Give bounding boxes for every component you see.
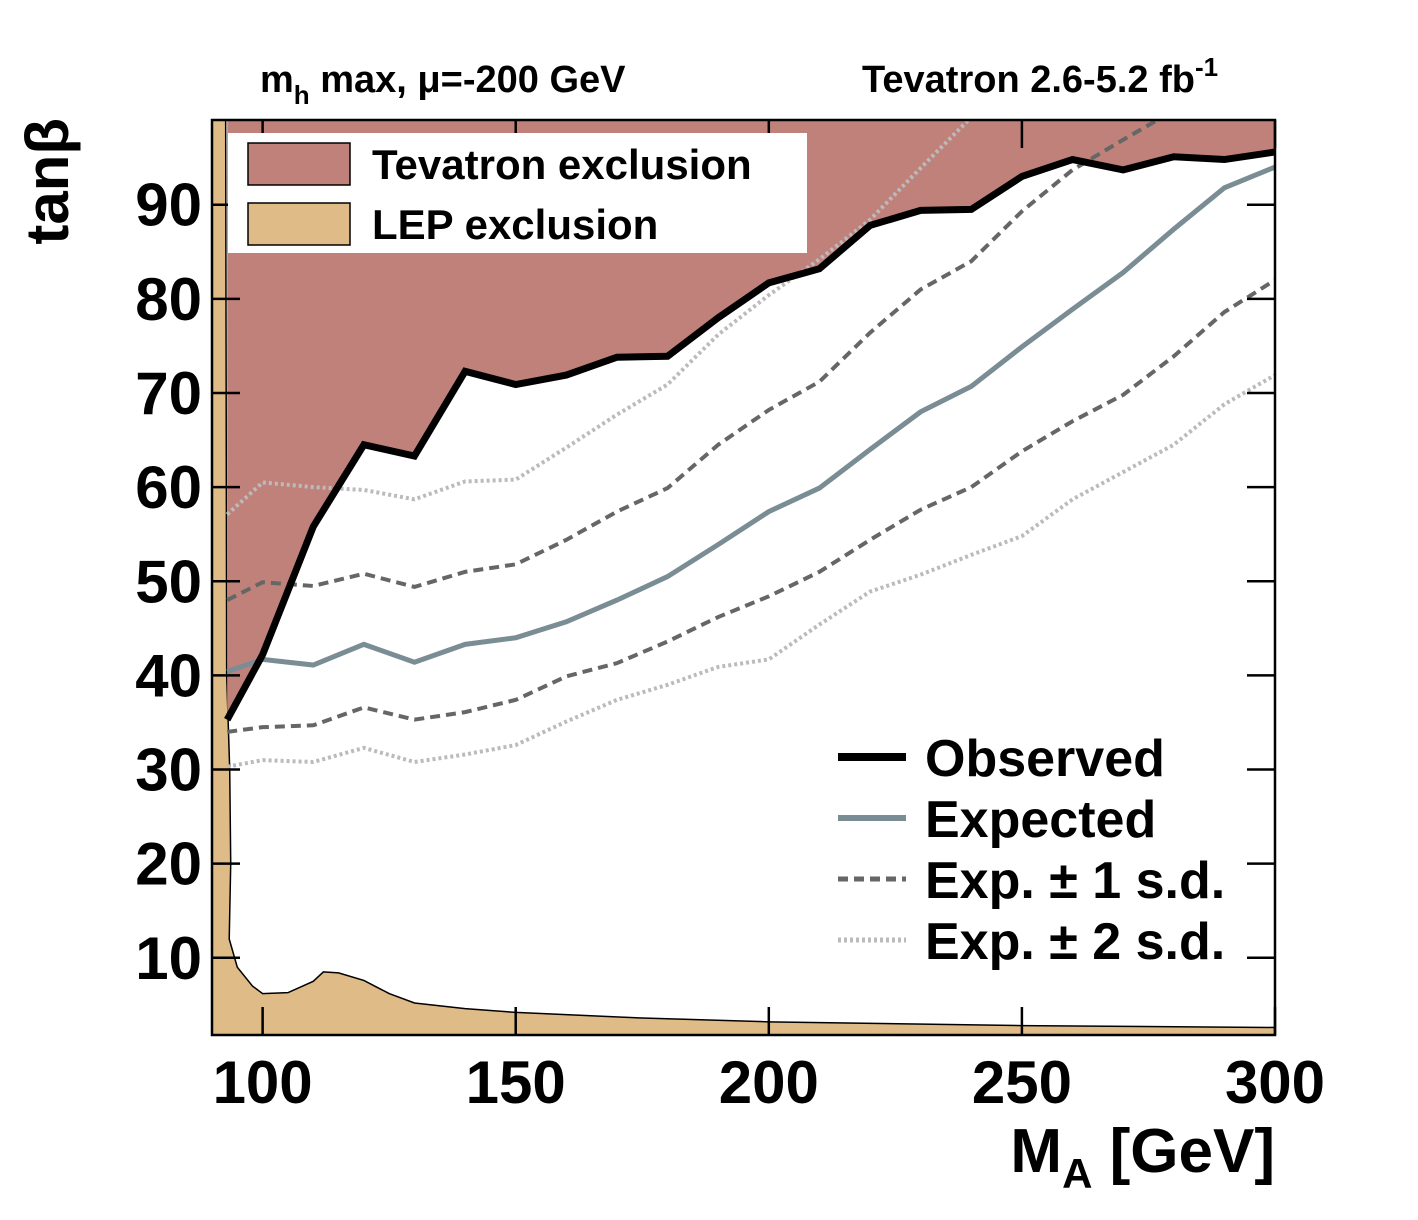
x-tick-label: 200	[719, 1049, 819, 1116]
tevatron-exclusion-area	[227, 120, 1275, 720]
legend-label: Observed	[925, 730, 1165, 788]
lep-boundary	[224, 120, 1275, 1029]
x-tick-label: 100	[213, 1049, 313, 1116]
legend-swatch	[247, 202, 351, 246]
legend-swatch	[247, 142, 351, 186]
title-right: Tevatron 2.6-5.2 fb-1	[862, 52, 1218, 101]
y-tick-label: 90	[135, 172, 202, 239]
series-line	[226, 164, 1275, 674]
legend-label: Expected	[925, 791, 1156, 849]
series-line	[224, 148, 1275, 722]
y-tick-label: 10	[135, 925, 202, 992]
legend-label: Tevatron exclusion	[372, 141, 752, 188]
plot-area	[212, 120, 1275, 1035]
y-tick-label: 30	[135, 737, 202, 804]
x-axis-label: MA [GeV]	[1010, 1117, 1275, 1197]
y-tick-label: 60	[135, 454, 202, 521]
series-line	[226, 120, 1162, 602]
y-tick-label: 50	[135, 548, 202, 615]
x-tick-label: 150	[466, 1049, 566, 1116]
plot-frame	[210, 118, 1277, 1037]
legend-label: LEP exclusion	[372, 201, 658, 248]
y-tick-label: 80	[135, 266, 202, 333]
y-tick-label: 70	[135, 360, 202, 427]
legend-label: Exp. ± 2 s.d.	[925, 913, 1225, 971]
y-axis-label: tanβ	[14, 118, 81, 245]
legend-label: Exp. ± 1 s.d.	[925, 852, 1225, 910]
series-line	[226, 373, 1275, 769]
x-tick-label: 300	[1225, 1049, 1325, 1116]
title-left: mh max, μ=-200 GeV	[260, 59, 626, 110]
x-tick-label: 250	[972, 1049, 1072, 1116]
y-tick-label: 20	[135, 831, 202, 898]
series-line	[226, 278, 1275, 734]
y-tick-label: 40	[135, 642, 202, 709]
